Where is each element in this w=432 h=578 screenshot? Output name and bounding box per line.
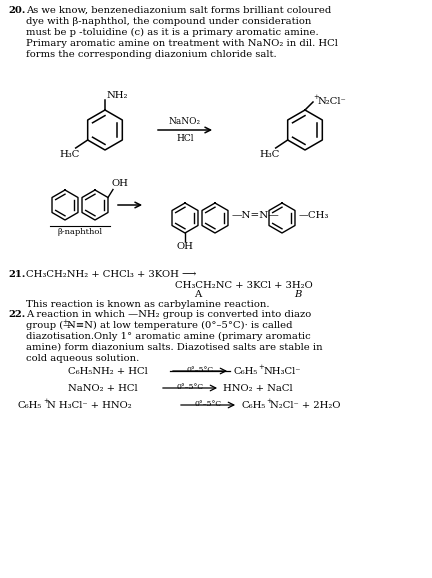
Text: This reaction is known as carbylamine reaction.: This reaction is known as carbylamine re… [26, 300, 270, 309]
Text: forms the corresponding diazonium chloride salt.: forms the corresponding diazonium chlori… [26, 50, 276, 59]
Text: +: + [313, 93, 319, 101]
Text: N≡N) at low temperature (0°–5°C)· is called: N≡N) at low temperature (0°–5°C)· is cal… [67, 321, 292, 330]
Text: H₃C: H₃C [60, 150, 80, 159]
Text: 20.: 20. [8, 6, 25, 15]
Text: 0°–5°C: 0°–5°C [187, 366, 213, 374]
Text: C₆H₅NH₂ + HCl: C₆H₅NH₂ + HCl [68, 367, 148, 376]
Text: NaNO₂ + HCl: NaNO₂ + HCl [68, 384, 138, 393]
Text: H₃C: H₃C [260, 150, 280, 159]
Text: HNO₂ + NaCl: HNO₂ + NaCl [223, 384, 292, 393]
Text: N₂Cl⁻ + 2H₂O: N₂Cl⁻ + 2H₂O [270, 401, 340, 410]
Text: NH₂: NH₂ [106, 91, 127, 100]
Text: +: + [43, 397, 49, 405]
Text: 0°–5°C: 0°–5°C [176, 383, 203, 391]
Text: dye with β-naphthol, the compound under consideration: dye with β-naphthol, the compound under … [26, 17, 311, 26]
Text: Primary aromatic amine on treatment with NaNO₂ in dil. HCl: Primary aromatic amine on treatment with… [26, 39, 338, 48]
Text: C₆H₅: C₆H₅ [18, 401, 42, 410]
Text: C₆H₅: C₆H₅ [241, 401, 265, 410]
Text: CH₃CH₂NC + 3KCl + 3H₂O: CH₃CH₂NC + 3KCl + 3H₂O [175, 281, 313, 290]
Text: amine) form diazonium salts. Diazotised salts are stable in: amine) form diazonium salts. Diazotised … [26, 343, 323, 352]
Text: NH₃Cl⁻: NH₃Cl⁻ [263, 367, 301, 376]
Text: +: + [266, 397, 272, 405]
Text: 22.: 22. [8, 310, 25, 319]
Text: CH₃CH₂NH₂ + CHCl₃ + 3KOH ⟶: CH₃CH₂NH₂ + CHCl₃ + 3KOH ⟶ [26, 270, 197, 279]
Text: C₆H₅: C₆H₅ [233, 367, 257, 376]
Text: 21.: 21. [8, 270, 25, 279]
Text: HCl: HCl [176, 134, 194, 143]
Text: +: + [62, 318, 68, 326]
Text: OH: OH [177, 242, 194, 251]
Text: —CH₃: —CH₃ [299, 212, 329, 220]
Text: B: B [294, 290, 302, 299]
Text: must be p -toluidine (c) as it is a primary aromatic amine.: must be p -toluidine (c) as it is a prim… [26, 28, 319, 37]
Text: N₂Cl⁻: N₂Cl⁻ [317, 98, 346, 106]
Text: N H₃Cl⁻ + HNO₂: N H₃Cl⁻ + HNO₂ [47, 401, 132, 410]
Text: 0°–5°C: 0°–5°C [194, 400, 222, 408]
Text: A reaction in which —NH₂ group is converted into diazo: A reaction in which —NH₂ group is conver… [26, 310, 311, 319]
Text: +: + [258, 363, 264, 371]
Text: A: A [194, 290, 201, 299]
Text: β-naphthol: β-naphthol [57, 228, 102, 236]
Text: cold aqueous solution.: cold aqueous solution. [26, 354, 139, 363]
Text: —N=N—: —N=N— [232, 212, 280, 220]
Text: OH: OH [112, 180, 129, 188]
Text: NaNO₂: NaNO₂ [169, 117, 201, 126]
Text: diazotisation.Only 1° aromatic amine (primary aromatic: diazotisation.Only 1° aromatic amine (pr… [26, 332, 311, 341]
Text: As we know, benzenediazonium salt forms brilliant coloured: As we know, benzenediazonium salt forms … [26, 6, 331, 15]
Text: group (—: group (— [26, 321, 73, 330]
